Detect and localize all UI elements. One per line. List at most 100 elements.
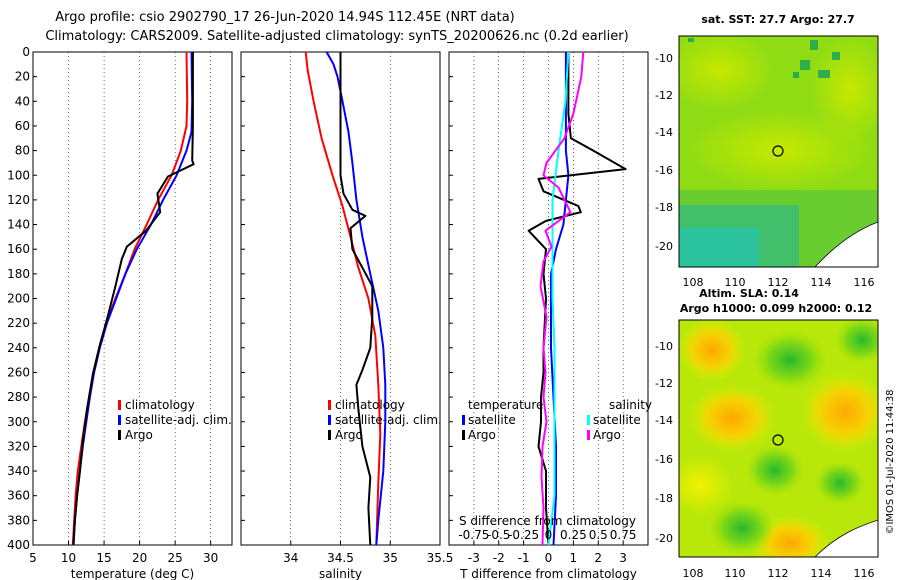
sla-low-patch [834,320,878,364]
temperature-y-tick-label: 180 [7,267,30,281]
sst-x-tick-label: 108 [683,276,704,289]
sst-pixel [832,52,840,60]
legend-label-satellite: satellite-adj. clim. [125,413,232,427]
legend-label-argo: Argo [335,428,363,442]
sst-pixel [688,38,694,42]
difference-legend: temperature salinity satellite Argo sate… [462,398,652,442]
difference-x-tick-label: 3 [619,551,627,565]
temperature-x-tick-label: 15 [96,551,111,565]
difference-panel: -3 -2 -1 0 1 2 3 T difference from climatology S… [448,51,649,580]
legend-label-satellite: satellite-adj. clim. [335,413,442,427]
temperature-y-tick-label: 200 [7,292,30,306]
temperature-y-tick-label: 40 [15,94,30,108]
temperature-legend: climatology satellite-adj. clim. Argo [118,398,232,442]
difference-x-tick-label: -2 [493,551,505,565]
sla-x-tick-label: 116 [854,567,875,580]
sla-high-patch [688,384,776,452]
legend-swatch-satellite [118,415,121,425]
sst-pixel [810,40,818,50]
legend-swatch-s-argo [587,430,590,440]
sst-x-tick-label: 112 [768,276,789,289]
legend-swatch-t-argo [462,430,465,440]
temperature-y-tick-label: 140 [7,218,30,232]
sla-x-tick-label: 112 [768,567,789,580]
sla-map-field [679,320,878,557]
sst-x-tick-label: 114 [811,276,832,289]
coastline [814,221,878,267]
difference-s-tick-label: -0.5 [487,528,510,542]
temperature-y-tick-label: 240 [7,341,30,355]
difference-s-tick-label: 0.25 [560,528,587,542]
salinity-x-tick-label: 34.5 [327,551,354,565]
sst-map-frame [678,35,879,268]
legend-label-s-argo: Argo [593,428,621,442]
legend-swatch-argo [118,430,121,440]
legend-label-t-argo: Argo [468,428,496,442]
sla-y-tick-label: -18 [655,492,673,505]
sst-map-field [679,36,878,267]
temperature-y-tick-label: 0 [22,45,30,59]
argo-location-marker [772,434,784,446]
sla-x-tick-label: 108 [683,567,704,580]
legend-label-climatology: climatology [335,398,405,412]
legend-swatch-t-satellite [462,415,465,425]
temperature-y-tick-label: 20 [15,70,30,84]
difference-x-tick-label: 0 [545,551,553,565]
difference-series-t-argo [527,52,627,546]
temperature-series-climatology [71,51,189,546]
sst-y-tick-label: -20 [655,240,673,253]
sla-map-frame [678,319,879,558]
temperature-y-tick-label: 220 [7,316,30,330]
sst-y-ticks: -10 -12 -14 -16 -18 -20 [655,52,673,253]
legend-label-argo: Argo [125,428,153,442]
legend-label-s-satellite: satellite [593,413,641,427]
sla-y-tick-label: -12 [655,377,673,390]
temperature-y-tick-label: 360 [7,489,30,503]
sla-map-title-line2: Argo h1000: 0.099 h2000: 0.12 [680,302,872,315]
temperature-y-tick-label: 120 [7,193,30,207]
sst-pixel [793,72,799,78]
legend-title-salinity: salinity [609,398,652,412]
temperature-x-tick-label: 20 [132,551,147,565]
sla-low-patch [752,330,828,390]
temperature-x-tick-label: 30 [203,551,218,565]
sla-low-patch [708,500,776,556]
sla-high-patch [801,372,878,452]
difference-x-tick-label: 1 [570,551,578,565]
temperature-y-tick-label: 260 [7,365,30,379]
temperature-x-tick-label: 25 [168,551,183,565]
sla-y-tick-label: -20 [655,532,673,545]
coastline [814,519,878,557]
sla-high-patch [679,320,746,382]
salinity-panel: 34 34.5 35 35.5 salinity [240,51,453,580]
difference-s-tick-label: -0.75 [458,528,489,542]
temperature-y-tick-label: 300 [7,415,30,429]
sst-x-ticks: 108 110 112 114 116 [683,276,875,289]
temperature-series-argo [72,52,195,546]
argo-location-marker [772,145,784,157]
sla-low-patch [814,461,866,505]
temperature-y-tick-label: 340 [7,464,30,478]
legend-label-climatology: climatology [125,398,195,412]
temperature-plot-frame [32,51,233,546]
sla-y-tick-label: -16 [655,453,673,466]
sla-high-patch [679,455,734,515]
land-mass [815,520,878,557]
sst-cool-band [679,228,759,267]
salinity-x-tick-label: 34 [283,551,298,565]
difference-series-s-satellite [547,51,570,546]
temperature-y-tick-label: 160 [7,242,30,256]
difference-s-tick-label: 0.5 [589,528,608,542]
sla-x-tick-label: 114 [811,567,832,580]
temperature-y-tick-label: 280 [7,390,30,404]
figure-title-line1: Argo profile: csio 2902790_17 26-Jun-202… [55,10,515,25]
difference-x-tick-label: 2 [594,551,602,565]
figure-title-line2: Climatology: CARS2009. Satellite-adjuste… [45,29,628,44]
sla-y-tick-label: -10 [655,340,673,353]
sst-y-tick-label: -14 [655,126,673,139]
salinity-series-satellite-adj-clim- [325,51,387,546]
temperature-y-tick-label: 400 [7,538,30,552]
difference-s-axis-label: S difference from climatology [459,514,636,528]
sla-low-patch [745,444,805,496]
